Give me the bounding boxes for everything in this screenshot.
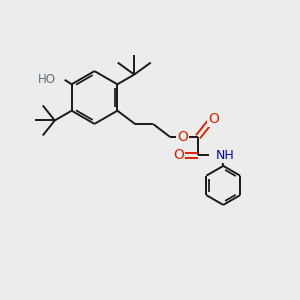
Text: O: O xyxy=(208,112,219,126)
Text: O: O xyxy=(173,148,184,162)
Text: O: O xyxy=(177,130,188,144)
Text: HO: HO xyxy=(38,73,56,86)
Text: NH: NH xyxy=(216,149,235,162)
